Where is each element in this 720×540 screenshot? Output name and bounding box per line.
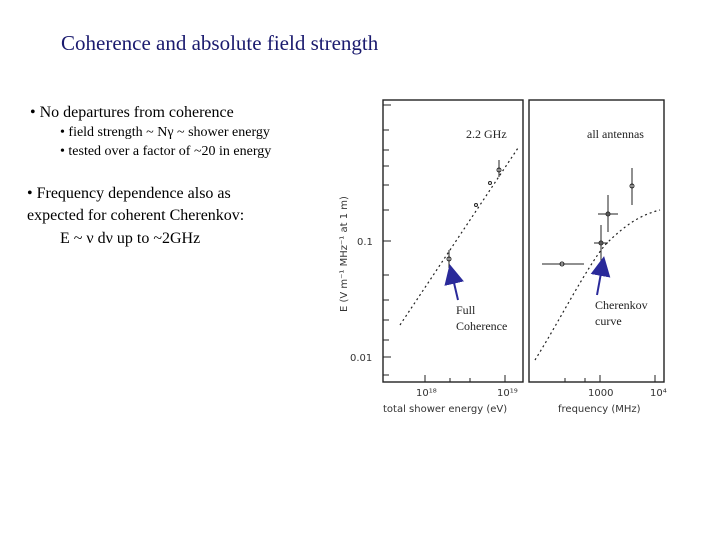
point-low-energy xyxy=(446,256,452,262)
annotation-cherenkov: Cherenkov xyxy=(595,298,648,312)
cherenkov-curve xyxy=(534,209,661,361)
annotation-all-antennas: all antennas xyxy=(587,127,644,141)
left-x-label: total shower energy (eV) xyxy=(383,404,507,415)
bullet-frequency-3: E ~ ν dν up to ~2GHz xyxy=(60,230,201,247)
bullet-frequency-2: expected for coherent Cherenkov: xyxy=(27,207,245,224)
right-x-ticks xyxy=(564,375,656,382)
cherenkov-arrow xyxy=(590,256,611,296)
right-panel-frame xyxy=(528,99,665,383)
left-data-points xyxy=(446,160,502,268)
xtick-1e4: 10⁴ xyxy=(650,388,667,399)
annotation-full: Full xyxy=(456,303,476,317)
coherence-arrow xyxy=(444,264,464,301)
point-high-energy xyxy=(496,167,502,173)
left-panel: 0.1 0.01 10¹⁸ 10¹⁹ total shower energy (… xyxy=(339,99,524,415)
annotation-coherence: Coherence xyxy=(456,319,507,333)
xtick-1000: 1000 xyxy=(588,388,613,399)
coherence-line xyxy=(399,147,519,326)
bullet-frequency-1: • Frequency dependence also as xyxy=(27,185,231,202)
xtick-1e18: 10¹⁸ xyxy=(416,388,437,399)
xtick-1e19: 10¹⁹ xyxy=(497,388,518,399)
bullet-coherence: • No departures from coherence xyxy=(30,104,234,121)
y-axis-label: E (V m⁻¹ MHz⁻¹ at 1 m) xyxy=(339,196,350,312)
right-data-points xyxy=(542,168,635,267)
right-x-label: frequency (MHz) xyxy=(558,404,641,415)
annotation-curve: curve xyxy=(595,314,622,328)
right-panel: 1000 10⁴ frequency (MHz) all antennas Ch… xyxy=(528,99,667,415)
left-y-ticks xyxy=(383,104,391,376)
left-panel-frame xyxy=(382,99,524,383)
sub-bullet-field-strength: • field strength ~ Nγ ~ shower energy xyxy=(60,125,270,140)
left-x-ticks xyxy=(424,375,506,382)
ytick-0.1: 0.1 xyxy=(357,237,373,248)
annotation-2.2ghz: 2.2 GHz xyxy=(466,127,507,141)
sub-bullet-tested-range: • tested over a factor of ~20 in energy xyxy=(60,144,272,159)
ytick-0.01: 0.01 xyxy=(350,353,372,364)
slide-title: Coherence and absolute field strength xyxy=(61,31,379,55)
